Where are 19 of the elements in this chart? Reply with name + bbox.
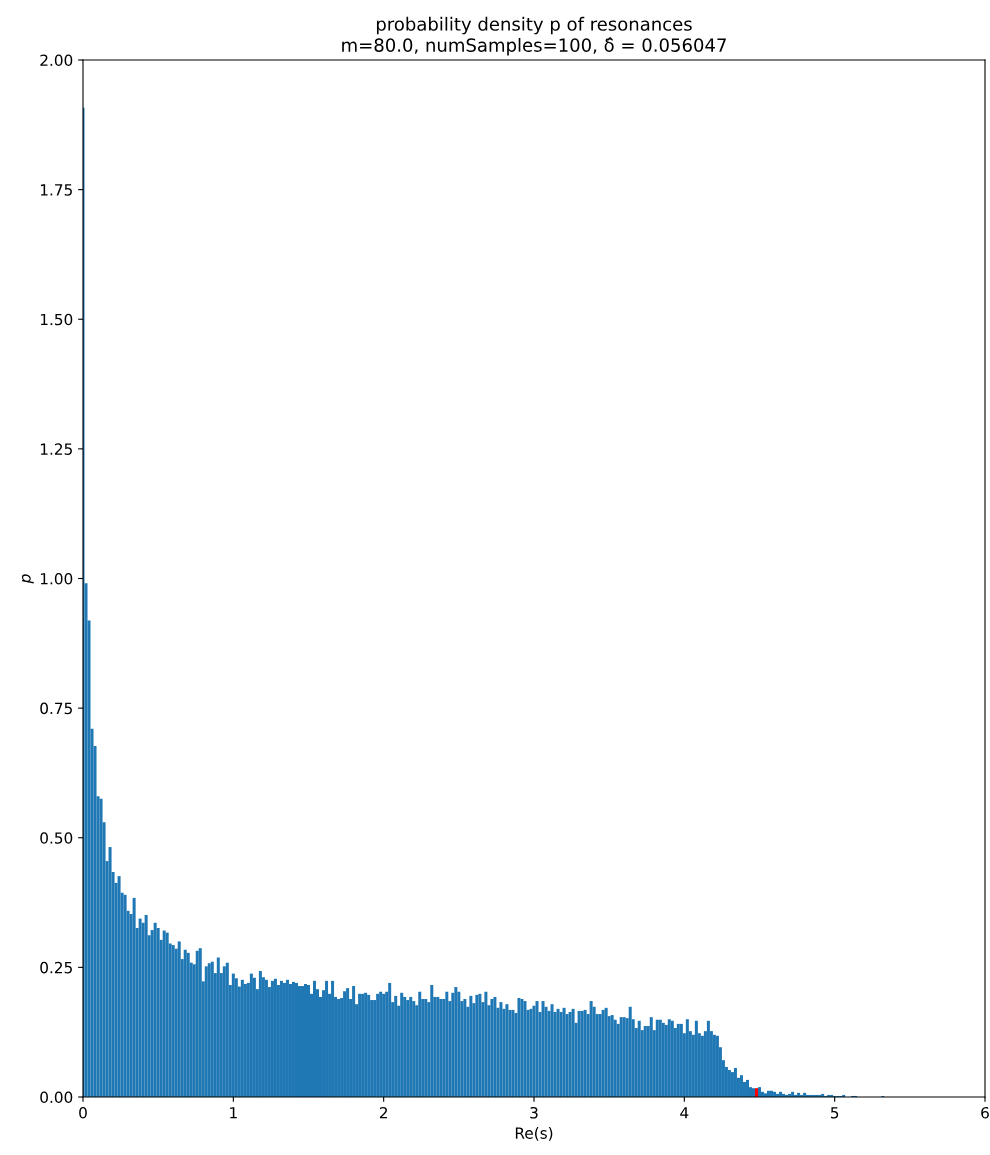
y-tick-label: 1.00 (40, 572, 73, 585)
y-tick-label: 1.50 (40, 313, 73, 326)
y-tick-label: 2.00 (40, 54, 73, 67)
x-tick-label: 4 (680, 1107, 689, 1119)
x-axis-title: Re(s) (515, 1127, 553, 1141)
y-axis-title: p (21, 574, 34, 584)
x-tick-label: 3 (530, 1106, 538, 1119)
y-tick-label: 0.50 (40, 832, 73, 844)
chart-title: probability density p of resonances m=80.0, numSamples=100, δ̂ = 0.056047 (342, 16, 726, 56)
y-tick-label: 0.25 (40, 961, 72, 974)
x-tick-label: 1 (230, 1107, 237, 1119)
x-tick-label: 5 (830, 1107, 839, 1119)
y-tick-label: 0.00 (40, 1091, 73, 1104)
y-tick-label: 1.25 (40, 443, 72, 455)
y-tick-label: 0.75 (40, 702, 72, 715)
y-tick-label: 1.75 (40, 184, 72, 196)
x-tick-label: 6 (981, 1106, 989, 1119)
x-tick-label: 0 (79, 1106, 87, 1119)
x-tick-label: 2 (379, 1106, 387, 1119)
